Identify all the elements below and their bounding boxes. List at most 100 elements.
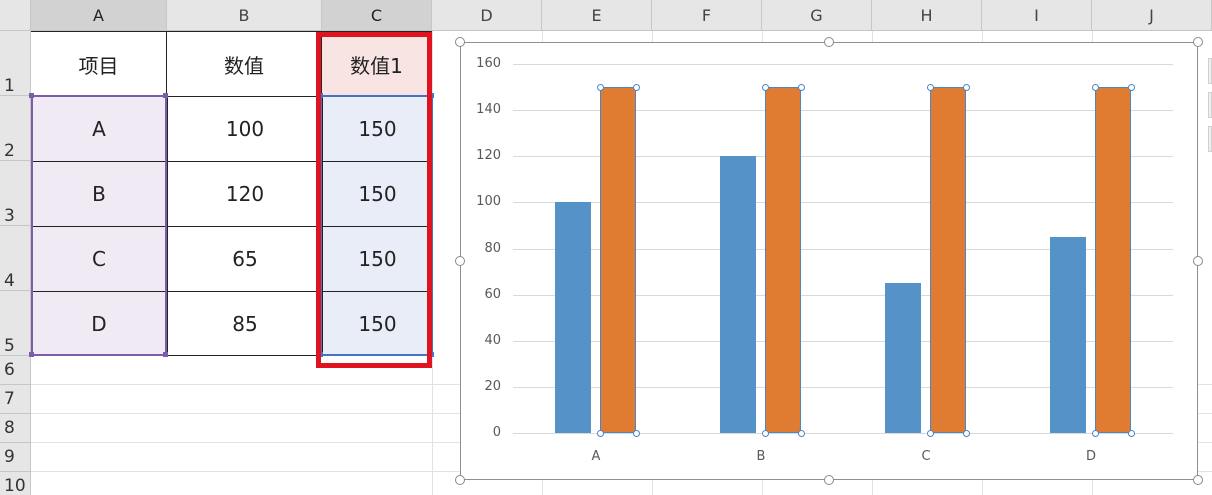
y-tick-label: 0 xyxy=(492,425,501,440)
bar-selection-handle[interactable] xyxy=(633,84,640,91)
chart-side-button[interactable] xyxy=(1208,92,1212,118)
column-header-h[interactable]: H xyxy=(872,0,982,31)
bar-selection-handle[interactable] xyxy=(1128,84,1135,91)
header-cell-value1[interactable]: 数值1 xyxy=(322,31,432,96)
column-header-j[interactable]: J xyxy=(1092,0,1212,31)
chart-resize-handle[interactable] xyxy=(1193,37,1203,47)
chart-gridline xyxy=(513,202,1173,203)
y-tick-label: 100 xyxy=(476,194,501,209)
selection-handle[interactable] xyxy=(29,93,34,98)
bar-series2-c[interactable] xyxy=(930,87,966,433)
column-header-f[interactable]: F xyxy=(652,0,762,31)
chart-resize-handle[interactable] xyxy=(1193,475,1203,485)
bar-selection-handle[interactable] xyxy=(597,430,604,437)
table-cell[interactable]: 150 xyxy=(322,226,432,291)
chart-resize-handle[interactable] xyxy=(455,256,465,266)
column-header-i[interactable]: I xyxy=(982,0,1092,31)
bar-series1-a[interactable] xyxy=(555,202,591,433)
bar-selection-handle[interactable] xyxy=(762,430,769,437)
table-cell[interactable]: B xyxy=(31,161,167,226)
bar-selection-handle[interactable] xyxy=(798,84,805,91)
selection-handle[interactable] xyxy=(429,352,434,357)
row-header-5[interactable]: 5 xyxy=(0,291,31,356)
table-cell[interactable]: 150 xyxy=(322,291,432,356)
chart-resize-handle[interactable] xyxy=(824,475,834,485)
bar-series1-b[interactable] xyxy=(720,156,756,433)
bar-series1-c[interactable] xyxy=(885,283,921,433)
column-header-g[interactable]: G xyxy=(762,0,872,31)
row-header-6[interactable]: 6 xyxy=(0,356,31,385)
bar-selection-handle[interactable] xyxy=(927,430,934,437)
chart-gridline xyxy=(513,156,1173,157)
bar-series2-a[interactable] xyxy=(600,87,636,433)
chart-gridline xyxy=(513,110,1173,111)
selection-handle[interactable] xyxy=(163,93,168,98)
chart-area[interactable]: 0 20 40 60 80 100 120 140 160 A B C D xyxy=(460,42,1198,480)
row-header-7[interactable]: 7 xyxy=(0,385,31,414)
table-cell[interactable]: C xyxy=(31,226,167,291)
bar-series2-b[interactable] xyxy=(765,87,801,433)
bar-selection-handle[interactable] xyxy=(1092,430,1099,437)
row-header-8[interactable]: 8 xyxy=(0,414,31,443)
chart-gridline xyxy=(513,387,1173,388)
table-cell[interactable]: D xyxy=(31,291,167,356)
bar-series1-d[interactable] xyxy=(1050,237,1086,433)
select-all-corner[interactable] xyxy=(0,0,31,31)
bar-series2-d[interactable] xyxy=(1095,87,1131,433)
table-cell[interactable]: 100 xyxy=(167,96,322,161)
selection-handle[interactable] xyxy=(318,93,323,98)
column-header-b[interactable]: B xyxy=(167,0,322,31)
selection-handle[interactable] xyxy=(318,352,323,357)
table-cell[interactable]: 150 xyxy=(322,96,432,161)
x-tick-label: D xyxy=(1085,449,1096,464)
selection-handle[interactable] xyxy=(29,352,34,357)
bar-selection-handle[interactable] xyxy=(798,430,805,437)
bar-selection-handle[interactable] xyxy=(963,84,970,91)
gridline xyxy=(432,31,433,495)
selection-handle[interactable] xyxy=(163,352,168,357)
column-header-d[interactable]: D xyxy=(432,0,542,31)
selection-handle[interactable] xyxy=(429,93,434,98)
y-tick-label: 40 xyxy=(484,333,501,348)
row-header-10[interactable]: 10 xyxy=(0,472,31,495)
chart-gridline xyxy=(513,249,1173,250)
x-tick-label: C xyxy=(921,449,931,464)
chart-gridline xyxy=(513,64,1173,65)
bar-selection-handle[interactable] xyxy=(927,84,934,91)
chart-resize-handle[interactable] xyxy=(455,475,465,485)
bar-selection-handle[interactable] xyxy=(762,84,769,91)
row-header-2[interactable]: 2 xyxy=(0,96,31,161)
y-tick-label: 140 xyxy=(476,102,501,117)
bar-selection-handle[interactable] xyxy=(963,430,970,437)
y-tick-label: 20 xyxy=(484,379,501,394)
table-cell[interactable]: A xyxy=(31,96,167,161)
table-cell[interactable]: 65 xyxy=(167,226,322,291)
y-tick-label: 80 xyxy=(484,241,501,256)
bar-selection-handle[interactable] xyxy=(1128,430,1135,437)
column-header-c[interactable]: C xyxy=(322,0,432,31)
chart-resize-handle[interactable] xyxy=(824,37,834,47)
row-header-4[interactable]: 4 xyxy=(0,226,31,291)
table-cell[interactable]: 150 xyxy=(322,161,432,226)
row-header-1[interactable]: 1 xyxy=(0,31,31,96)
chart-side-button[interactable] xyxy=(1208,126,1212,152)
header-cell-value[interactable]: 数值 xyxy=(167,31,322,96)
table-cell[interactable]: 120 xyxy=(167,161,322,226)
bar-selection-handle[interactable] xyxy=(633,430,640,437)
row-header-3[interactable]: 3 xyxy=(0,161,31,226)
chart-resize-handle[interactable] xyxy=(455,37,465,47)
column-header-e[interactable]: E xyxy=(542,0,652,31)
chart-resize-handle[interactable] xyxy=(1193,256,1203,266)
chart-gridline xyxy=(513,433,1173,434)
column-header-a[interactable]: A xyxy=(31,0,167,31)
bar-selection-handle[interactable] xyxy=(597,84,604,91)
table-cell[interactable]: 85 xyxy=(167,291,322,356)
row-header-9[interactable]: 9 xyxy=(0,443,31,472)
bar-selection-handle[interactable] xyxy=(1092,84,1099,91)
y-tick-label: 120 xyxy=(476,148,501,163)
header-cell-item[interactable]: 项目 xyxy=(31,31,167,96)
x-tick-label: B xyxy=(756,449,766,464)
chart-side-button[interactable] xyxy=(1208,58,1212,84)
y-tick-label: 60 xyxy=(484,287,501,302)
